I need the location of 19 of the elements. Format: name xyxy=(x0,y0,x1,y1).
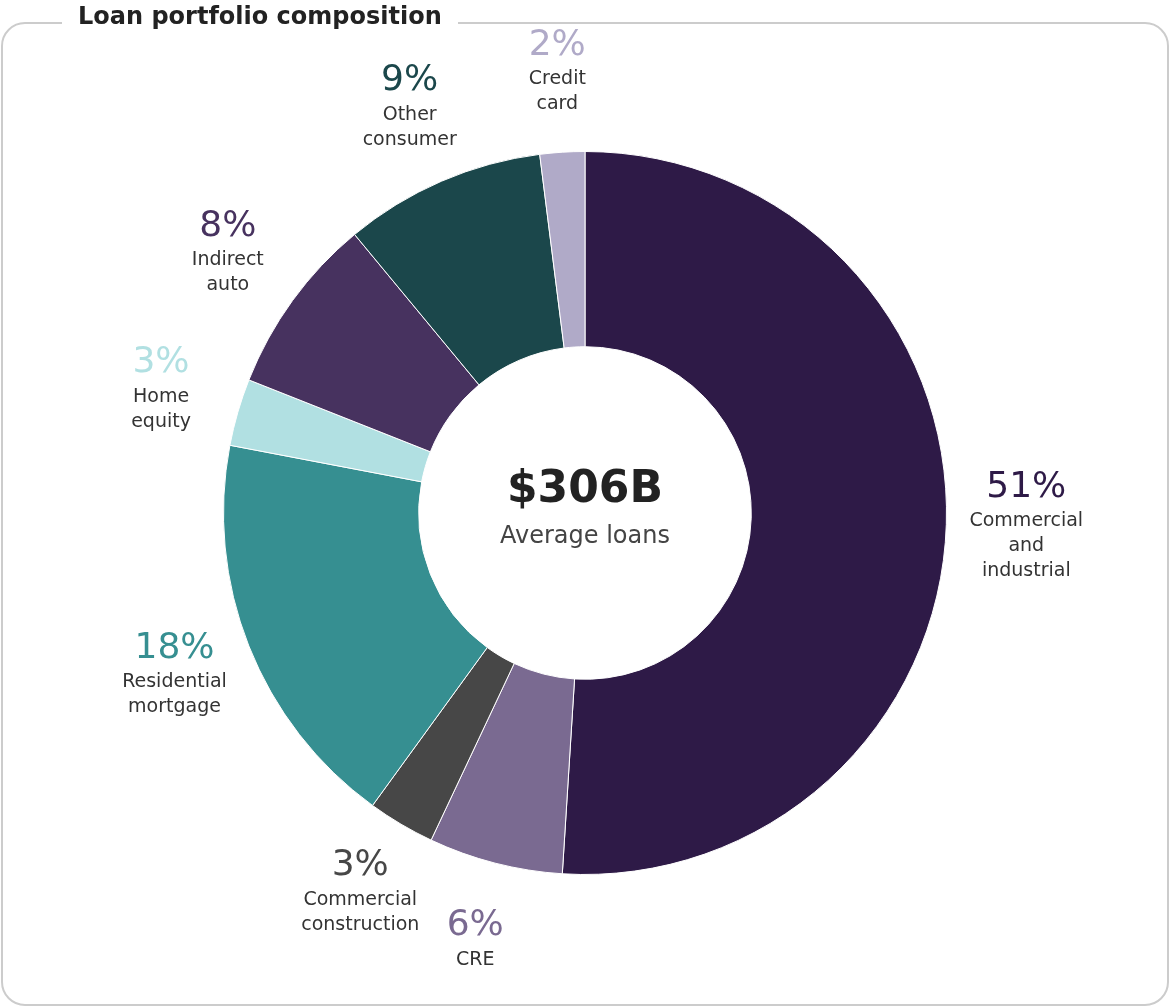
slice-label: Commercial construction xyxy=(301,886,420,934)
slice-label: Indirect auto xyxy=(191,247,264,295)
slice-label: Commercial and industrial xyxy=(969,508,1084,581)
slice-label: Home equity xyxy=(131,383,191,431)
data-label: 3% xyxy=(132,339,190,381)
slice-label: CRE xyxy=(455,947,495,970)
slice-label: Credit card xyxy=(528,66,586,114)
data-label: 3% xyxy=(331,842,389,884)
slice-label: Other consumer xyxy=(362,101,457,149)
data-label: 51% xyxy=(986,463,1067,505)
data-label: 9% xyxy=(381,57,439,99)
slice-label: Residential mortgage xyxy=(122,669,227,717)
data-label: 18% xyxy=(134,624,215,666)
text: Average loans xyxy=(500,521,670,550)
chart-title: Loan portfolio composition xyxy=(62,2,458,30)
data-label: 2% xyxy=(528,21,586,63)
text: $306B xyxy=(507,461,663,513)
data-label: 8% xyxy=(199,202,257,244)
data-label: 6% xyxy=(446,902,504,944)
